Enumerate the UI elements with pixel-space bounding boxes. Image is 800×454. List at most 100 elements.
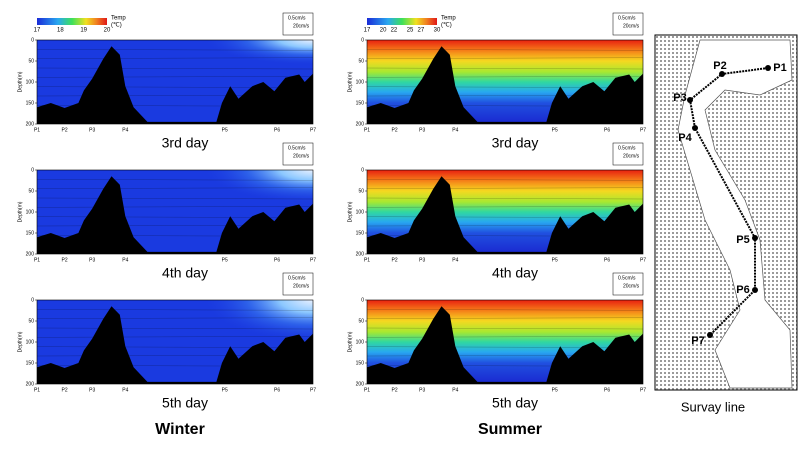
depth-tick-label: 50 bbox=[28, 58, 34, 64]
station-label: P7 bbox=[640, 387, 646, 393]
station-point bbox=[752, 287, 758, 293]
column-title: Summer bbox=[478, 421, 542, 438]
map-station-label: P1 bbox=[773, 62, 786, 74]
isotherm bbox=[36, 67, 314, 70]
colorbar-unit: (℃) bbox=[441, 23, 452, 29]
station-label: P4 bbox=[452, 127, 458, 133]
velocity-legend: 0.5cm/s bbox=[618, 145, 636, 151]
section-panel: 0 50 100 150 200 Depth(m) P1 P2 P3 P4 P5 P6 P7 0.5cm/… bbox=[17, 142, 316, 281]
isotherm bbox=[36, 49, 314, 51]
depth-tick-label: 200 bbox=[26, 251, 35, 257]
station-label: P4 bbox=[122, 257, 128, 263]
station-label: P4 bbox=[122, 387, 128, 393]
station-label: P5 bbox=[552, 127, 558, 133]
bathymetry bbox=[367, 46, 643, 124]
depth-tick-label: 200 bbox=[356, 381, 365, 387]
map-title: Survay line bbox=[681, 399, 745, 414]
section-panel: 0 50 100 150 200 Depth(m) P1 P2 P3 P4 P5 P6 P7 0.5cm/… bbox=[347, 272, 646, 411]
station-label: P2 bbox=[62, 127, 68, 133]
depth-tick-label: 0 bbox=[361, 167, 364, 173]
station-label: P3 bbox=[89, 257, 95, 263]
map-station-label: P4 bbox=[678, 132, 692, 144]
warm-patch bbox=[202, 40, 313, 66]
warm-patch bbox=[202, 300, 313, 342]
section-panel: 0 50 100 150 200 Depth(m) P1 P2 P3 P4 P5 P6 P7 0.5cm/… bbox=[17, 12, 316, 151]
section-panel: 0 50 100 150 200 Depth(m) P1 P2 P3 P4 P5 P6 P7 0.5cm/… bbox=[347, 142, 646, 281]
depth-tick-label: 200 bbox=[26, 381, 35, 387]
station-point bbox=[719, 71, 725, 77]
velocity-legend: 20cm/s bbox=[623, 153, 640, 159]
panel-label: 4th day bbox=[162, 265, 208, 281]
depth-tick-label: 100 bbox=[26, 339, 35, 345]
velocity-legend-box bbox=[612, 272, 644, 296]
map-sea bbox=[677, 39, 793, 389]
isotherm bbox=[366, 49, 644, 51]
colorbar-tick: 20 bbox=[380, 28, 387, 34]
station-point bbox=[687, 97, 693, 103]
velocity-legend: 0.5cm/s bbox=[618, 15, 636, 21]
depth-tick-label: 50 bbox=[358, 58, 364, 64]
isotherm bbox=[36, 336, 314, 338]
velocity-legend: 0.5cm/s bbox=[618, 275, 636, 281]
isotherm bbox=[366, 57, 644, 59]
bathymetry bbox=[37, 306, 313, 384]
isotherm bbox=[366, 206, 644, 208]
station-label: P1 bbox=[364, 127, 370, 133]
isotherm bbox=[366, 179, 644, 181]
depth-tick-label: 100 bbox=[26, 79, 35, 85]
isotherm bbox=[36, 179, 314, 181]
bathymetry bbox=[367, 306, 643, 384]
bathymetry bbox=[37, 46, 313, 124]
panel-label: 5th day bbox=[162, 395, 208, 411]
isotherm bbox=[36, 76, 314, 78]
depth-tick-label: 50 bbox=[358, 188, 364, 194]
station-point bbox=[765, 65, 771, 71]
velocity-legend-box bbox=[612, 142, 644, 166]
station-label: P3 bbox=[419, 387, 425, 393]
velocity-legend-box bbox=[612, 12, 644, 36]
depth-axis-label: Depth(m) bbox=[17, 201, 23, 222]
map-station-label: P7 bbox=[691, 335, 704, 347]
station-label: P5 bbox=[222, 257, 228, 263]
station-label: P4 bbox=[452, 387, 458, 393]
colorbar-unit: (℃) bbox=[111, 23, 122, 29]
colorbar-tick: 30 bbox=[434, 28, 441, 34]
isotherm bbox=[366, 187, 644, 189]
depth-tick-label: 100 bbox=[356, 339, 365, 345]
map-station-label: P6 bbox=[736, 284, 749, 296]
depth-tick-label: 50 bbox=[28, 188, 34, 194]
isotherm bbox=[366, 197, 644, 200]
station-label: P7 bbox=[310, 127, 316, 133]
station-point bbox=[707, 332, 713, 338]
colorbar-bar bbox=[37, 18, 107, 25]
isotherm bbox=[366, 76, 644, 78]
velocity-legend-box bbox=[282, 142, 314, 166]
depth-tick-label: 150 bbox=[26, 360, 35, 366]
station-label: P2 bbox=[62, 387, 68, 393]
station-label: P5 bbox=[552, 257, 558, 263]
depth-axis-label: Depth(m) bbox=[17, 71, 23, 92]
station-label: P7 bbox=[310, 387, 316, 393]
station-label: P2 bbox=[62, 257, 68, 263]
colorbar-label: Temp bbox=[111, 16, 126, 22]
depth-tick-label: 150 bbox=[26, 100, 35, 106]
depth-tick-label: 0 bbox=[361, 297, 364, 303]
velocity-legend: 20cm/s bbox=[623, 283, 640, 289]
depth-tick-label: 0 bbox=[31, 297, 34, 303]
isotherm bbox=[36, 187, 314, 189]
station-label: P7 bbox=[310, 257, 316, 263]
station-label: P4 bbox=[122, 127, 128, 133]
velocity-legend: 20cm/s bbox=[293, 283, 310, 289]
depth-tick-label: 200 bbox=[356, 121, 365, 127]
panel-label: 4th day bbox=[492, 265, 538, 281]
station-label: P5 bbox=[222, 127, 228, 133]
station-label: P6 bbox=[604, 387, 610, 393]
panel-label: 5th day bbox=[492, 395, 538, 411]
velocity-legend: 20cm/s bbox=[293, 23, 310, 29]
velocity-legend: 0.5cm/s bbox=[288, 145, 306, 151]
velocity-legend: 0.5cm/s bbox=[288, 15, 306, 21]
station-label: P3 bbox=[89, 387, 95, 393]
station-label: P6 bbox=[274, 387, 280, 393]
velocity-legend: 20cm/s bbox=[293, 153, 310, 159]
